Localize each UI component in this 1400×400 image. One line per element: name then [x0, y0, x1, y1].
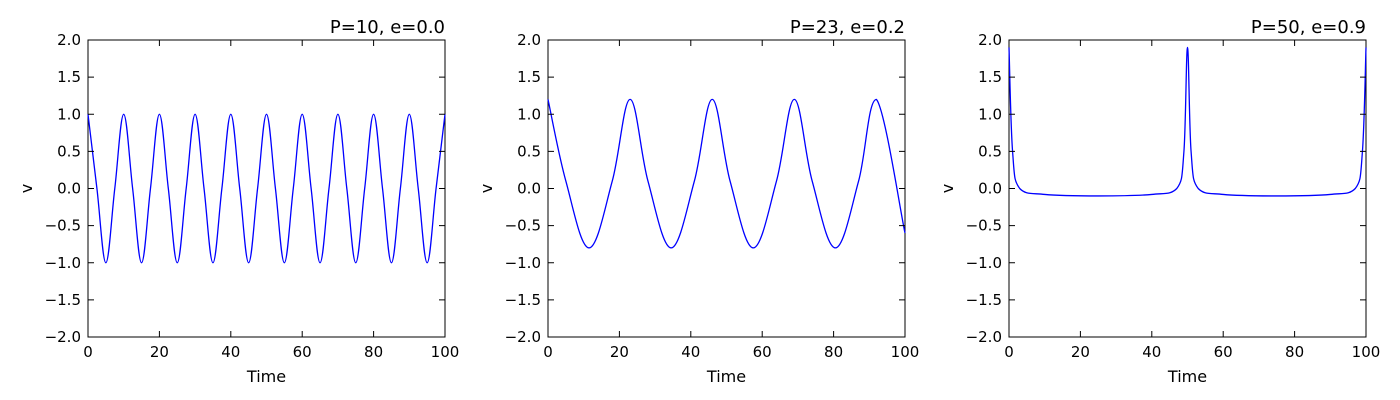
x-tick-label: 80 [824, 343, 843, 361]
y-tick-label: 2.0 [517, 31, 541, 49]
y-tick-label: −1.0 [45, 254, 81, 272]
y-tick-label: −1.0 [505, 254, 541, 272]
x-tick-label: 0 [1004, 343, 1014, 361]
y-tick-label: −2.0 [45, 328, 81, 346]
subplot-2: 0 20 40 60 80 100 −2.0 −1.5 −1.0 −0.5 0.0 0.5 1.0 1.5… [477, 17, 919, 386]
y-tick-label: −0.5 [966, 217, 1002, 235]
y-tick-label: 0.0 [978, 180, 1002, 198]
x-tick-label: 40 [681, 343, 700, 361]
y-tick-label: −1.5 [505, 291, 541, 309]
y-tick-label: 0.0 [517, 180, 541, 198]
y-tick-label: 0.0 [57, 180, 81, 198]
y-axis-label: v [938, 184, 957, 193]
y-tick-label: 1.5 [517, 68, 541, 86]
plot-frame [547, 39, 906, 338]
x-tick-label: 80 [1285, 343, 1304, 361]
x-axis-label: Time [1167, 367, 1207, 386]
x-tick-label: 20 [1071, 343, 1090, 361]
y-tick-label: 0.5 [978, 142, 1002, 160]
y-tick-label: −1.5 [45, 291, 81, 309]
x-tick-label: 40 [1142, 343, 1161, 361]
y-axis-label: v [17, 184, 36, 193]
y-tick-label: 2.0 [978, 31, 1002, 49]
x-tick-label: 100 [431, 343, 460, 361]
chart-title: P=50, e=0.9 [1251, 17, 1366, 38]
y-tick-label: 1.0 [517, 105, 541, 123]
series-line [547, 98, 906, 249]
subplot-1: 0 20 40 60 80 100 −2.0 −1.5 −1.0 −0.5 0.0 0.5 1.0 1.5… [17, 17, 459, 386]
x-tick-label: 0 [543, 343, 553, 361]
x-tick-label: 0 [83, 343, 93, 361]
chart-title: P=23, e=0.2 [790, 17, 905, 38]
chart-title: P=10, e=0.0 [330, 17, 445, 38]
plot-frame [1008, 39, 1367, 338]
x-tick-label: 100 [891, 343, 920, 361]
x-tick-label: 60 [293, 343, 312, 361]
y-tick-label: 0.5 [57, 142, 81, 160]
x-tick-label: 60 [1214, 343, 1233, 361]
y-tick-label: 1.5 [57, 68, 81, 86]
y-axis-label: v [477, 184, 496, 193]
y-tick-label: 0.5 [517, 142, 541, 160]
y-tick-label: 1.0 [57, 105, 81, 123]
x-tick-label: 100 [1352, 343, 1381, 361]
x-axis-label: Time [706, 367, 746, 386]
y-tick-label: 1.5 [978, 68, 1002, 86]
series-line [87, 113, 446, 264]
y-tick-label: −2.0 [966, 328, 1002, 346]
y-tick-label: −2.0 [505, 328, 541, 346]
x-tick-label: 80 [364, 343, 383, 361]
x-tick-label: 60 [753, 343, 772, 361]
x-tick-label: 20 [150, 343, 169, 361]
y-tick-label: −1.0 [966, 254, 1002, 272]
x-tick-label: 20 [610, 343, 629, 361]
y-tick-label: −0.5 [45, 217, 81, 235]
subplot-3: 0 20 40 60 80 100 −2.0 −1.5 −1.0 −0.5 0.0 0.5 1.0 1.5… [938, 17, 1380, 386]
x-axis-label: Time [246, 367, 286, 386]
y-tick-label: 2.0 [57, 31, 81, 49]
y-tick-label: −0.5 [505, 217, 541, 235]
plot-frame [87, 39, 446, 338]
y-tick-label: 1.0 [978, 105, 1002, 123]
series-line [1008, 46, 1367, 197]
x-tick-label: 40 [221, 343, 240, 361]
y-tick-label: −1.5 [966, 291, 1002, 309]
